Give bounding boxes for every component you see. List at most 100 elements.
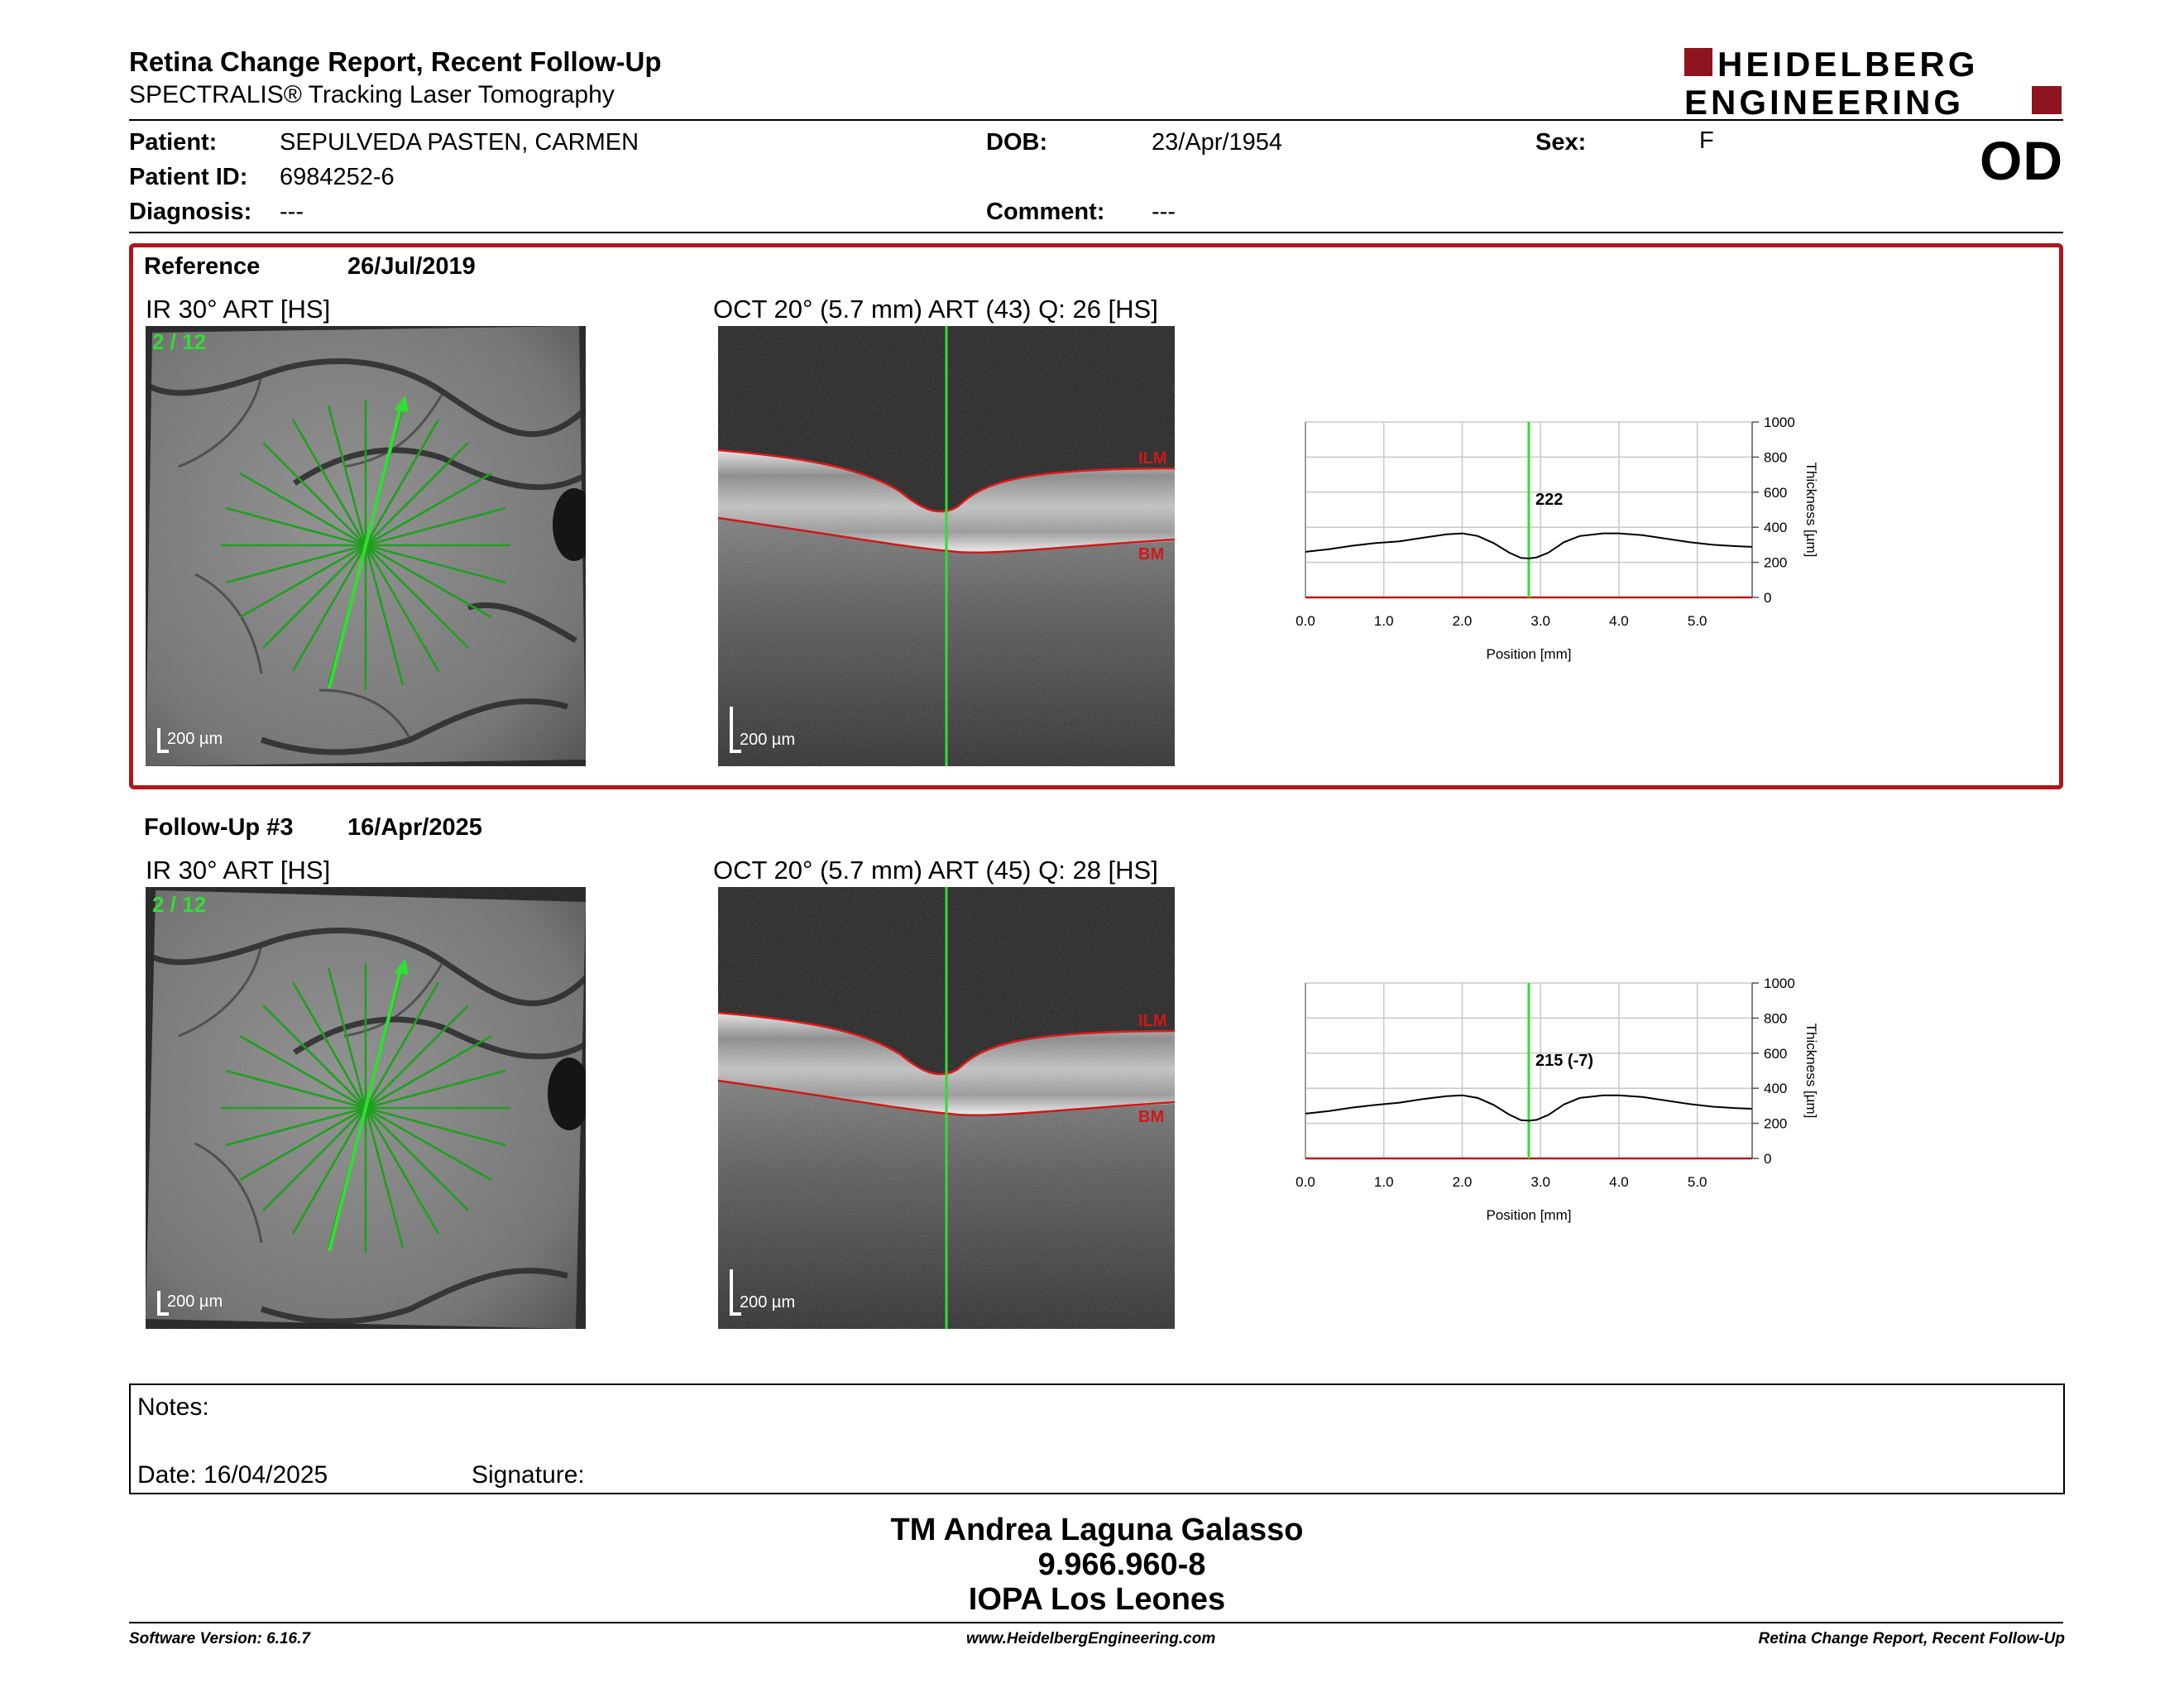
reference-ir-fundus-image: 2 / 12 200 µm xyxy=(146,326,586,766)
chart-xtick-label: 3.0 xyxy=(1530,1174,1550,1190)
signer-name: TM Andrea Laguna Galasso xyxy=(890,1513,1304,1547)
chart-ytick-label: 1000 xyxy=(1764,976,1795,991)
diagnosis-label: Diagnosis: xyxy=(129,199,252,225)
reference-label: Reference xyxy=(144,253,261,280)
chart-ylabel: Thickness [µm] xyxy=(1803,463,1819,558)
comment-value: --- xyxy=(1152,199,1176,225)
followup-ir-caption: IR 30° ART [HS] xyxy=(146,856,331,885)
reference-ilm-line xyxy=(718,448,1175,513)
reference-date: 26/Jul/2019 xyxy=(347,253,476,280)
chart-xtick-label: 5.0 xyxy=(1688,1174,1707,1190)
followup-ir-scale-label: 200 µm xyxy=(167,1292,223,1311)
reference-oct-scale-label: 200 µm xyxy=(740,731,795,749)
chart-thickness-line xyxy=(1305,1094,1753,1122)
chart-xtick-label: 2.0 xyxy=(1453,613,1473,629)
notes-signature-label: Signature: xyxy=(472,1461,585,1489)
followup-ir-scalebar-icon xyxy=(157,1291,169,1316)
signer-id: 9.966.960-8 xyxy=(1037,1547,1206,1582)
followup-oct-scalebar-icon xyxy=(730,1269,741,1316)
report-subtitle: SPECTRALIS® Tracking Laser Tomography xyxy=(129,81,615,108)
chart-ytick-label: 1000 xyxy=(1764,415,1795,430)
reference-oct-scalebar-icon xyxy=(730,707,741,753)
followup-thickness-chart: 0 200 400 600 800 1000 0.0 1.0 2.0 3.0 4.0 5.0 Posit… xyxy=(1296,976,1819,1223)
logo-line2: ENGINEERING xyxy=(1684,83,1964,119)
followup-scan-arrow-icon xyxy=(394,958,409,975)
patient-id-label: Patient ID: xyxy=(129,164,248,190)
reference-thickness-chart: 0 200 400 600 800 1000 0.0 1.0 2.0 3.0 4.0 5.0 Posit… xyxy=(1296,415,1819,662)
logo-line1: HEIDELBERG xyxy=(1717,45,1978,84)
comment-label: Comment: xyxy=(986,199,1105,225)
footer-report-name: Retina Change Report, Recent Follow-Up xyxy=(1758,1630,2065,1647)
patient-label: Patient: xyxy=(129,129,218,156)
notes-date: Date: 16/04/2025 xyxy=(137,1461,328,1489)
notes-box: Notes: Date: 16/04/2025 Signature: xyxy=(129,1383,2065,1494)
report-title: Retina Change Report, Recent Follow-Up xyxy=(129,46,662,77)
notes-label: Notes: xyxy=(137,1393,209,1421)
sex-label: Sex: xyxy=(1535,129,1587,156)
chart-ytick-label: 0 xyxy=(1764,1151,1771,1167)
reference-ir-caption: IR 30° ART [HS] xyxy=(146,295,331,324)
chart-xtick-label: 4.0 xyxy=(1609,613,1629,629)
patient-id-value: 6984252-6 xyxy=(280,164,395,190)
followup-date: 16/Apr/2025 xyxy=(347,814,482,841)
reference-oct-bscan-image: ILM BM 200 µm xyxy=(718,326,1175,766)
reference-ir-scalebar-icon xyxy=(157,728,169,753)
reference-ilm-label: ILM xyxy=(1138,449,1166,468)
followup-bm-label: BM xyxy=(1138,1108,1164,1126)
followup-selected-scan-line xyxy=(328,964,404,1252)
chart-ytick-label: 400 xyxy=(1764,1081,1787,1096)
followup-ir-fundus-image: 2 / 12 200 µm xyxy=(146,887,586,1329)
patient-name: SEPULVEDA PASTEN, CARMEN xyxy=(280,129,639,156)
footer-rule xyxy=(129,1622,2063,1623)
chart-xtick-label: 1.0 xyxy=(1374,613,1394,629)
chart-ytick-label: 600 xyxy=(1764,1046,1787,1062)
followup-bm-line xyxy=(718,1079,1175,1117)
dob-value: 23/Apr/1954 xyxy=(1152,129,1283,156)
chart-xtick-label: 0.0 xyxy=(1296,613,1315,629)
chart-xtick-label: 2.0 xyxy=(1453,1174,1473,1190)
reference-scan-index: 2 / 12 xyxy=(152,329,206,354)
chart-thickness-line xyxy=(1305,532,1753,559)
dob-label: DOB: xyxy=(986,129,1048,156)
reference-bm-label: BM xyxy=(1138,545,1164,563)
reference-thickness-value-label: 222 xyxy=(1535,491,1563,509)
signer-org: IOPA Los Leones xyxy=(968,1582,1226,1617)
followup-scan-index: 2 / 12 xyxy=(152,892,206,917)
chart-ytick-label: 800 xyxy=(1764,449,1787,465)
header-rule xyxy=(129,119,2063,121)
footer-software-version: Software Version: 6.16.7 xyxy=(129,1630,310,1647)
reference-scan-arrow-icon xyxy=(394,396,409,412)
followup-label: Follow-Up #3 xyxy=(144,814,294,841)
diagnosis-value: --- xyxy=(280,199,304,225)
reference-box xyxy=(129,243,2063,789)
footer-website-link[interactable]: www.HeidelbergEngineering.com xyxy=(966,1630,1216,1647)
chart-ytick-label: 200 xyxy=(1764,1116,1787,1132)
reference-oct-caption: OCT 20° (5.7 mm) ART (43) Q: 26 [HS] xyxy=(713,295,1158,324)
followup-ilm-line xyxy=(718,1011,1175,1076)
followup-oct-bscan-image: ILM BM 200 µm xyxy=(718,887,1175,1329)
reference-ir-scale-label: 200 µm xyxy=(167,730,223,748)
chart-xlabel: Position [mm] xyxy=(1487,1207,1572,1223)
reference-selected-scan-line xyxy=(328,401,404,689)
chart-ytick-label: 600 xyxy=(1764,485,1787,501)
patient-rule xyxy=(129,232,2063,233)
chart-xlabel: Position [mm] xyxy=(1487,646,1572,662)
eye-label: OD xyxy=(1980,130,2063,191)
chart-ytick-label: 0 xyxy=(1764,590,1771,606)
chart-ytick-label: 400 xyxy=(1764,520,1787,535)
followup-oct-caption: OCT 20° (5.7 mm) ART (45) Q: 28 [HS] xyxy=(713,856,1158,885)
chart-xtick-label: 5.0 xyxy=(1688,613,1707,629)
chart-xtick-label: 4.0 xyxy=(1609,1174,1629,1190)
followup-thickness-value-label: 215 (-7) xyxy=(1535,1052,1593,1070)
chart-xtick-label: 0.0 xyxy=(1296,1174,1315,1190)
chart-ylabel: Thickness [µm] xyxy=(1803,1024,1819,1119)
followup-ilm-label: ILM xyxy=(1138,1012,1166,1030)
sex-value: F xyxy=(1699,127,1714,154)
chart-xtick-label: 3.0 xyxy=(1530,613,1550,629)
chart-ytick-label: 800 xyxy=(1764,1010,1787,1026)
heidelberg-logo: HEIDELBERG ENGINEERING xyxy=(1684,45,2062,119)
reference-bm-line xyxy=(718,516,1175,554)
followup-oct-scale-label: 200 µm xyxy=(740,1293,795,1312)
chart-xtick-label: 1.0 xyxy=(1374,1174,1394,1190)
chart-ytick-label: 200 xyxy=(1764,555,1787,571)
